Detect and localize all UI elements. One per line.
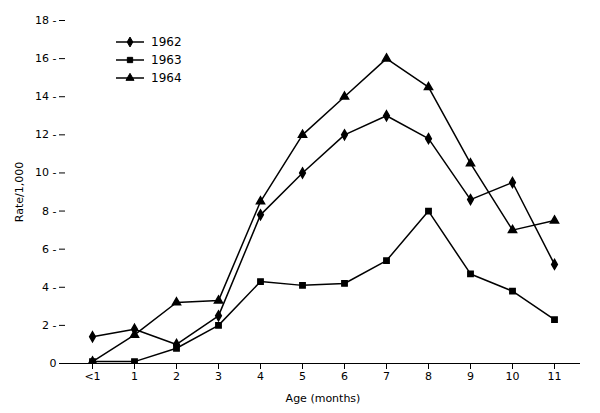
html-text:1964: 1964 — [151, 71, 182, 85]
svg-text:16 -: 16 - — [35, 52, 56, 65]
svg-text:18 -: 18 - — [35, 14, 56, 27]
svg-text:10: 10 — [506, 370, 520, 383]
svg-text:8 -: 8 - — [42, 205, 56, 218]
svg-text:2: 2 — [173, 370, 180, 383]
svg-text:6: 6 — [341, 370, 348, 383]
svg-text:1: 1 — [131, 370, 138, 383]
svg-text:11: 11 — [548, 370, 562, 383]
svg-text:12 -: 12 - — [35, 128, 56, 141]
svg-text:9: 9 — [467, 370, 474, 383]
html-text:1963: 1963 — [151, 53, 182, 67]
svg-text:7: 7 — [383, 370, 390, 383]
svg-text:Age (months): Age (months) — [286, 392, 361, 405]
svg-text:14 -: 14 - — [35, 90, 56, 103]
svg-text:Rate/1,000: Rate/1,000 — [13, 162, 26, 222]
svg-text:2 -: 2 - — [42, 319, 56, 332]
svg-text:<1: <1 — [84, 370, 100, 383]
svg-text:3: 3 — [215, 370, 222, 383]
svg-text:10 -: 10 - — [35, 166, 56, 179]
svg-text:4: 4 — [257, 370, 264, 383]
html-text:1962: 1962 — [151, 35, 182, 49]
svg-text:6 -: 6 - — [42, 243, 56, 256]
svg-text:8: 8 — [425, 370, 432, 383]
svg-text:5: 5 — [299, 370, 306, 383]
svg-text:0: 0 — [50, 357, 57, 370]
svg-text:4 -: 4 - — [42, 281, 56, 294]
